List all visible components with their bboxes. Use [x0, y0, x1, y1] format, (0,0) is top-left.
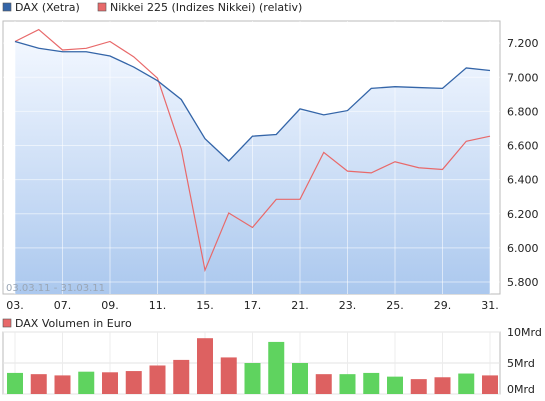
- volume-y-tick-label: 5Mrd: [507, 357, 535, 370]
- legend-label-nikkei: Nikkei 225 (Indizes Nikkei) (relativ): [110, 1, 302, 14]
- volume-bar: [78, 371, 95, 394]
- y-tick-label: 7.200: [507, 37, 539, 50]
- volume-bar: [482, 375, 498, 394]
- date-range-label: 03.03.11 - 31.03.11: [6, 283, 105, 294]
- y-tick-label: 6.200: [507, 208, 539, 221]
- volume-bar: [387, 376, 403, 394]
- legend: DAX (Xetra) Nikkei 225 (Indizes Nikkei) …: [2, 1, 302, 14]
- volume-bar: [268, 341, 285, 394]
- price-plot: 03.03.11 - 31.03.11 7.200 7.000 6.800 6.600…: [2, 20, 539, 312]
- volume-legend: DAX Volumen in Euro: [2, 317, 132, 330]
- volume-bar: [7, 372, 23, 394]
- volume-bar: [244, 363, 261, 394]
- x-tick-label: 11.: [149, 299, 167, 312]
- volume-bar: [339, 374, 356, 394]
- x-tick-label: 17.: [244, 299, 262, 312]
- volume-bar: [458, 373, 475, 394]
- volume-bar: [315, 374, 332, 394]
- volume-bar: [30, 374, 47, 394]
- x-tick-label: 15.: [196, 299, 214, 312]
- volume-bar: [197, 338, 213, 394]
- legend-label-dax: DAX (Xetra): [15, 1, 80, 14]
- y-tick-label: 5.800: [507, 276, 539, 289]
- y-tick-label: 6.400: [507, 174, 539, 187]
- volume-bar: [173, 359, 190, 394]
- y-tick-label: 6.800: [507, 105, 539, 118]
- volume-y-tick-label: 0Mrd: [507, 383, 535, 396]
- series-line-nikkei: [14, 28, 491, 273]
- y-tick-label: 7.000: [507, 71, 539, 84]
- x-tick-label: 21.: [291, 299, 309, 312]
- volume-bar: [363, 372, 380, 394]
- volume-bar: [54, 375, 71, 394]
- x-tick-label: 03.: [6, 299, 24, 312]
- volume-bar: [220, 357, 237, 394]
- x-tick-label: 29.: [434, 299, 452, 312]
- x-tick-label: 09.: [101, 299, 119, 312]
- y-tick-label: 6.000: [507, 242, 539, 255]
- volume-bar: [292, 363, 308, 394]
- volume-bar: [434, 377, 451, 394]
- x-tick-label: 07.: [54, 299, 72, 312]
- volume-plot: 10Mrd 5Mrd 0Mrd: [2, 326, 542, 396]
- legend-label-volume: DAX Volumen in Euro: [15, 317, 132, 330]
- legend-swatch-dax: [2, 2, 12, 12]
- x-tick-label: 31.: [481, 299, 499, 312]
- y-tick-label: 6.600: [507, 140, 539, 153]
- x-tick-label: 23.: [339, 299, 357, 312]
- volume-bar: [125, 371, 142, 394]
- volume-y-tick-label: 10Mrd: [507, 326, 542, 339]
- volume-bar: [410, 379, 427, 394]
- x-tick-label: 25.: [386, 299, 404, 312]
- series-line-dax: [14, 40, 491, 162]
- legend-swatch-nikkei: [97, 2, 107, 12]
- volume-bar: [149, 365, 166, 394]
- legend-swatch-volume: [2, 318, 12, 328]
- volume-bar: [102, 372, 118, 394]
